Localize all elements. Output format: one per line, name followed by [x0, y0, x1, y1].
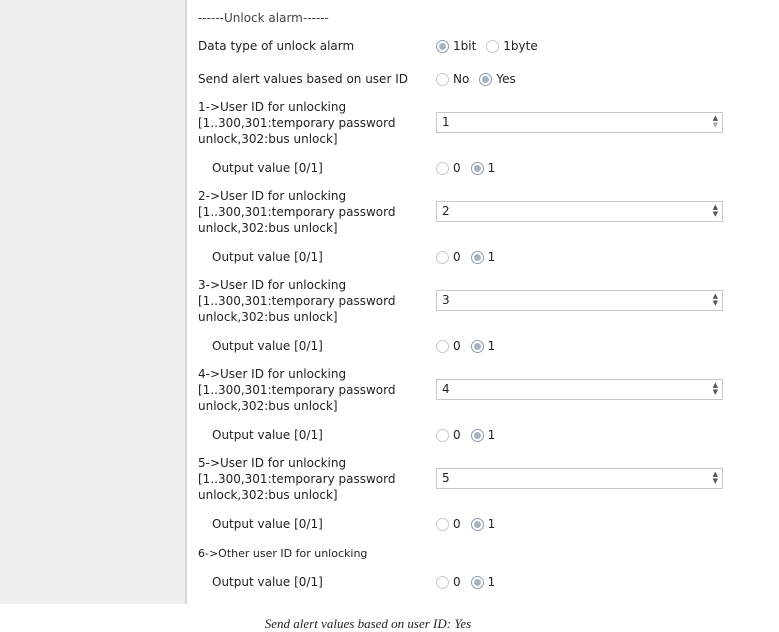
- send-alert-radio-group: No Yes: [436, 72, 522, 86]
- radio-1[interactable]: [470, 250, 484, 264]
- spin-down-icon[interactable]: ▼: [712, 299, 718, 307]
- radio-0[interactable]: [436, 428, 449, 442]
- radio-1[interactable]: [470, 339, 484, 353]
- label-line: 5->User ID for unlocking: [198, 456, 347, 470]
- radio-0[interactable]: [436, 250, 449, 264]
- radio-1-label: 1: [487, 575, 496, 589]
- output-radio-group: 0 1: [436, 517, 501, 531]
- label-line: [1..300,301:temporary password: [198, 205, 396, 219]
- label-line: unlock,302:bus unlock]: [198, 488, 338, 502]
- radio-0-label: 0: [453, 161, 461, 175]
- section-title: ------Unlock alarm------: [198, 11, 329, 25]
- data-type-label: Data type of unlock alarm: [198, 39, 355, 53]
- label-line: 2->User ID for unlocking: [198, 189, 347, 203]
- radio-0-label: 0: [453, 575, 461, 589]
- user-id-input[interactable]: 5 ▲ ▼: [436, 468, 723, 489]
- output-value-label: Output value [0/1]: [212, 517, 323, 531]
- user-id-label: 5->User ID for unlocking [1..300,301:tem…: [198, 455, 395, 503]
- user-id-input[interactable]: 1 ▲ ▼: [436, 112, 723, 133]
- radio-0[interactable]: [436, 339, 449, 353]
- label-line: 1->User ID for unlocking: [198, 100, 347, 114]
- user-id-value: 4: [442, 382, 450, 396]
- other-user-label: 6->Other user ID for unlocking: [198, 547, 368, 560]
- radio-yes-label: Yes: [496, 72, 516, 86]
- sidebar: [0, 0, 187, 604]
- user-id-label: 1->User ID for unlocking [1..300,301:tem…: [198, 99, 395, 147]
- radio-0-label: 0: [453, 339, 461, 353]
- user-id-label: 3->User ID for unlocking [1..300,301:tem…: [198, 277, 395, 325]
- radio-1-label: 1: [487, 428, 496, 442]
- label-line: unlock,302:bus unlock]: [198, 399, 338, 413]
- user-id-input[interactable]: 3 ▲ ▼: [436, 290, 723, 311]
- radio-no-label: No: [453, 72, 470, 86]
- radio-1-label: 1: [487, 161, 496, 175]
- spinner[interactable]: ▲ ▼: [713, 471, 718, 485]
- label-line: unlock,302:bus unlock]: [198, 221, 338, 235]
- user-id-label: 4->User ID for unlocking [1..300,301:tem…: [198, 366, 395, 414]
- output-value-label: Output value [0/1]: [212, 428, 323, 442]
- spin-down-icon[interactable]: ▼: [712, 388, 718, 396]
- spin-down-icon[interactable]: ▼: [712, 210, 718, 218]
- label-line: 4->User ID for unlocking: [198, 367, 347, 381]
- radio-1-label: 1: [487, 250, 496, 264]
- radio-0[interactable]: [436, 575, 449, 589]
- user-id-value: 2: [442, 204, 450, 218]
- user-id-value: 1: [442, 115, 450, 129]
- caption: Send alert values based on user ID: Yes: [264, 616, 472, 631]
- radio-0[interactable]: [436, 161, 449, 175]
- radio-0[interactable]: [436, 517, 449, 531]
- label-line: unlock,302:bus unlock]: [198, 310, 338, 324]
- user-id-value: 3: [442, 293, 450, 307]
- output-radio-group: 0 1: [436, 339, 501, 353]
- output-radio-group: 0 1: [436, 428, 501, 442]
- radio-1bit[interactable]: [436, 39, 449, 53]
- label-line: 3->User ID for unlocking: [198, 278, 347, 292]
- radio-1[interactable]: [470, 161, 484, 175]
- radio-1-label: 1: [487, 517, 496, 531]
- radio-1-label: 1: [487, 339, 496, 353]
- radio-no[interactable]: [436, 72, 449, 86]
- radio-1[interactable]: [470, 575, 484, 589]
- label-line: [1..300,301:temporary password: [198, 472, 396, 486]
- output-value-label: Output value [0/1]: [212, 161, 323, 175]
- user-id-input[interactable]: 2 ▲ ▼: [436, 201, 723, 222]
- user-id-input[interactable]: 4 ▲ ▼: [436, 379, 723, 400]
- output-radio-group: 0 1: [436, 161, 501, 175]
- output-value-label: Output value [0/1]: [212, 250, 323, 264]
- spinner[interactable]: ▲ ▼: [713, 204, 718, 218]
- radio-1[interactable]: [470, 517, 484, 531]
- spinner[interactable]: ▲ ▼: [713, 115, 718, 129]
- spin-up-icon[interactable]: ▲: [712, 292, 718, 300]
- spinner[interactable]: ▲ ▼: [713, 382, 718, 396]
- spin-up-icon[interactable]: ▲: [712, 470, 718, 478]
- radio-1byte-label: 1byte: [503, 39, 538, 53]
- label-line: [1..300,301:temporary password: [198, 294, 396, 308]
- radio-yes[interactable]: [479, 72, 493, 86]
- label-line: unlock,302:bus unlock]: [198, 132, 338, 146]
- spin-up-icon[interactable]: ▲: [712, 203, 718, 211]
- spin-down-icon[interactable]: ▼: [712, 121, 718, 129]
- spinner[interactable]: ▲ ▼: [713, 293, 718, 307]
- data-type-radio-group: 1bit 1byte: [436, 39, 544, 53]
- radio-1[interactable]: [470, 428, 484, 442]
- label-line: [1..300,301:temporary password: [198, 383, 396, 397]
- output-radio-group: 0 1: [436, 250, 501, 264]
- radio-0-label: 0: [453, 428, 461, 442]
- other-output-label: Output value [0/1]: [212, 575, 323, 589]
- other-output-radio-group: 0 1: [436, 575, 501, 589]
- user-id-value: 5: [442, 471, 450, 485]
- user-id-label: 2->User ID for unlocking [1..300,301:tem…: [198, 188, 395, 236]
- radio-0-label: 0: [453, 517, 461, 531]
- spin-up-icon[interactable]: ▲: [712, 381, 718, 389]
- output-value-label: Output value [0/1]: [212, 339, 323, 353]
- spin-down-icon[interactable]: ▼: [712, 477, 718, 485]
- label-line: [1..300,301:temporary password: [198, 116, 396, 130]
- send-alert-label: Send alert values based on user ID: [198, 72, 408, 86]
- radio-1bit-label: 1bit: [453, 39, 477, 53]
- spin-up-icon[interactable]: ▲: [712, 114, 718, 122]
- radio-0-label: 0: [453, 250, 461, 264]
- radio-1byte[interactable]: [486, 39, 500, 53]
